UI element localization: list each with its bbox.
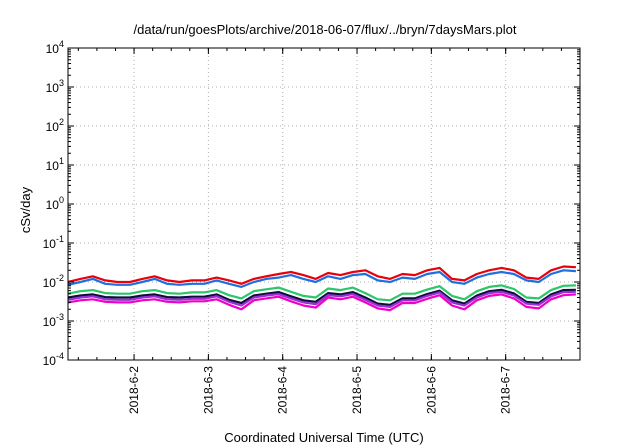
y-axis-label: cSv/day: [18, 186, 33, 233]
series-line-1: [67, 265, 576, 285]
series-line-6: [67, 293, 576, 312]
y-tick-label: 102: [46, 117, 64, 134]
grid-lines: [68, 48, 580, 360]
y-tick-label: 10-4: [43, 351, 64, 368]
x-tick-label: 2018-6-2: [127, 366, 141, 414]
y-tick-label: 101: [46, 156, 64, 173]
series-line-3: [67, 284, 576, 302]
y-tick-label: 10-1: [43, 234, 64, 251]
series-line-4: [67, 288, 576, 306]
series-line-2: [67, 269, 576, 288]
y-axis-ticks: 10-4 10-3 10-2 10-1 100 101 102 103 104: [43, 39, 580, 368]
y-tick-label: 10-3: [43, 312, 64, 329]
x-tick-label: 2018-6-7: [499, 366, 513, 414]
y-tick-label: 100: [46, 195, 64, 212]
x-tick-label: 2018-6-5: [350, 366, 364, 414]
y-tick-label: 104: [46, 39, 64, 56]
series-lines: [67, 265, 576, 312]
y-tick-label: 10-2: [43, 273, 64, 290]
x-axis-ticks: 2018-6-2 2018-6-3 2018-6-4 2018-6-5 2018-6-6…: [77, 48, 562, 414]
x-tick-label: 2018-6-4: [276, 366, 290, 414]
plot-frame: [67, 47, 581, 361]
x-axis-label: Coordinated Universal Time (UTC): [224, 430, 423, 445]
y-tick-label: 103: [46, 78, 64, 95]
chart-title: /data/run/goesPlots/archive/2018-06-07/f…: [134, 22, 517, 37]
x-tick-label: 2018-6-3: [201, 366, 215, 414]
series-line-5: [67, 290, 576, 308]
x-tick-label: 2018-6-6: [424, 366, 438, 414]
